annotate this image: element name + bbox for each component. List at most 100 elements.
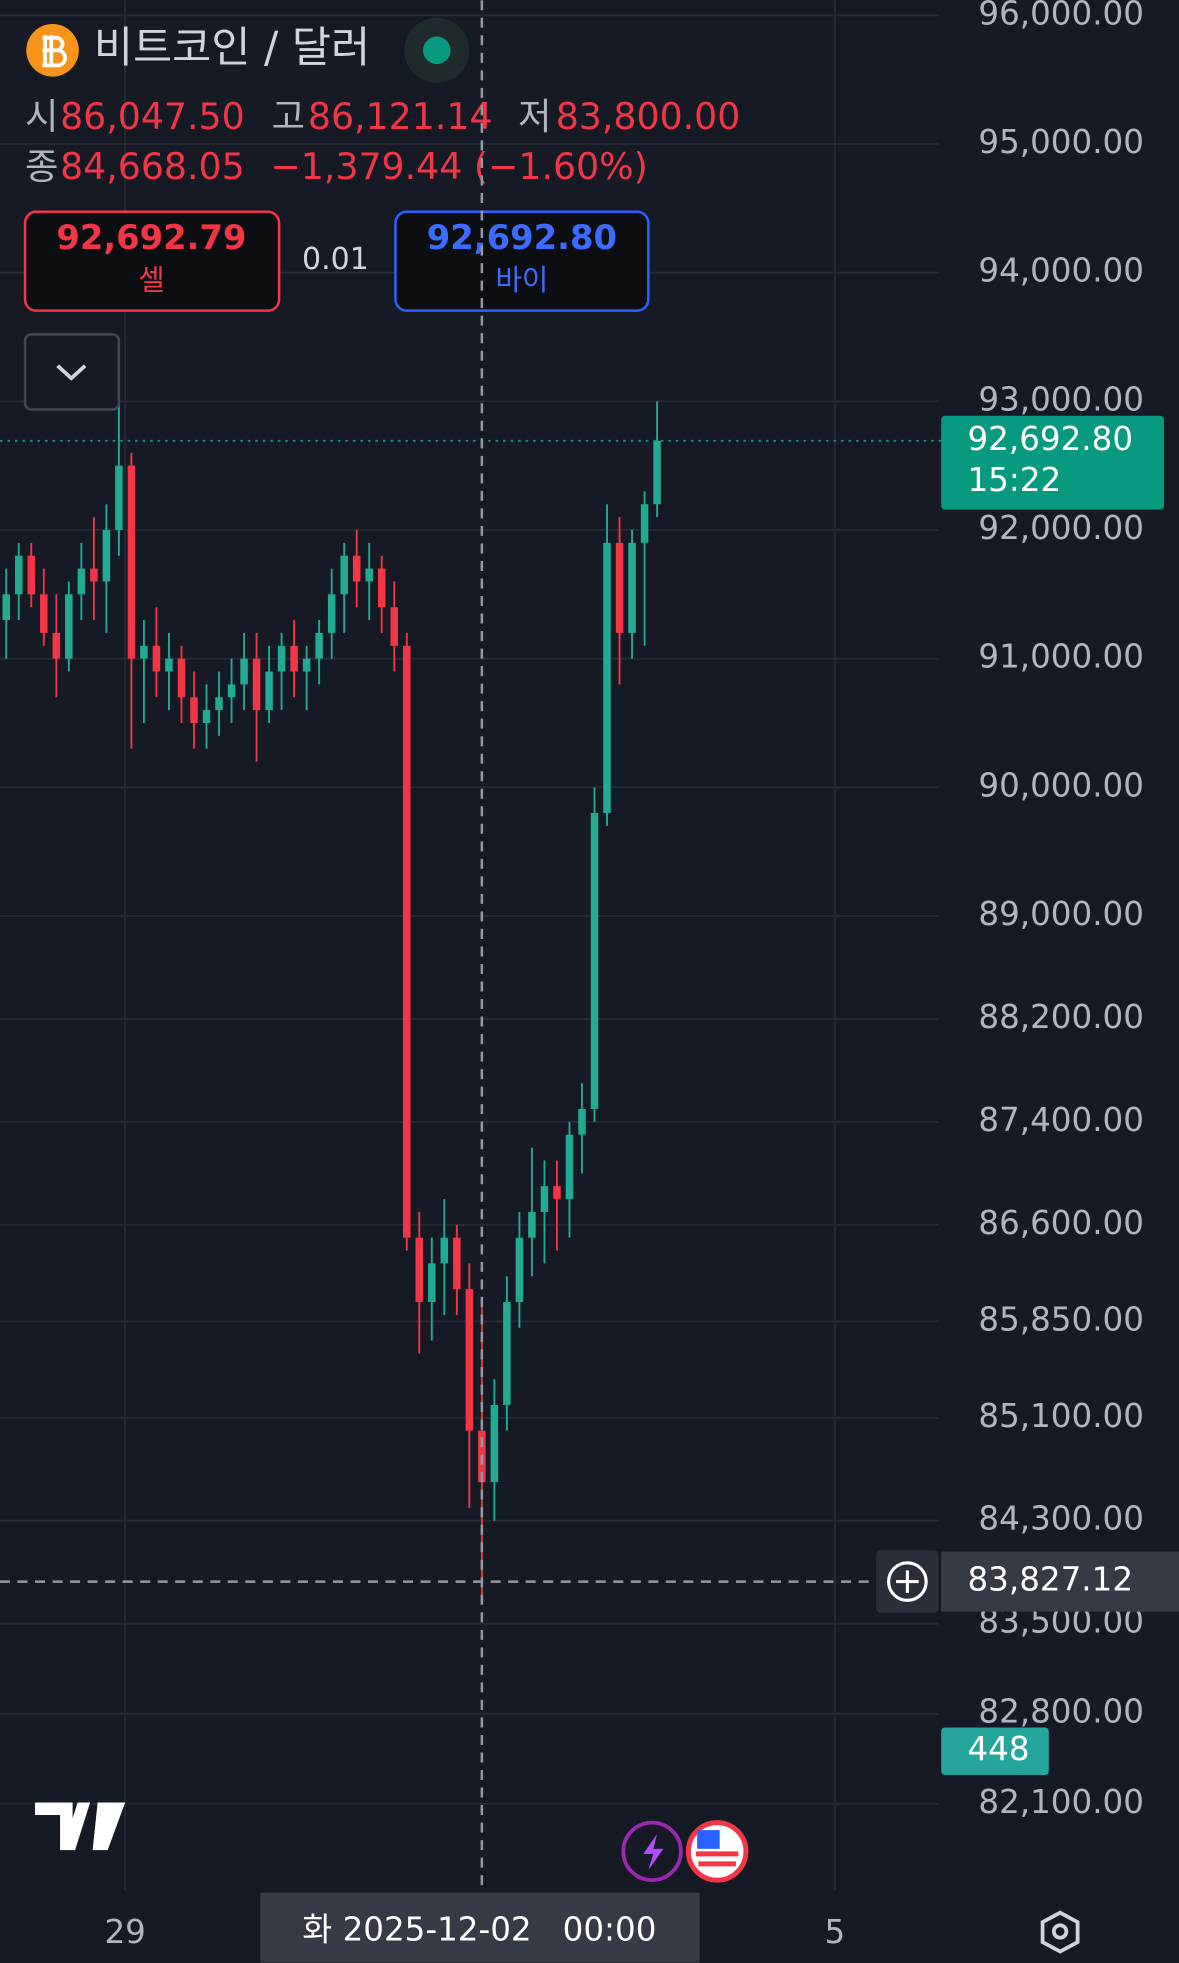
x-tick-label: 5 — [824, 1913, 845, 1951]
change-value: −1,379.44 (−1.60%) — [270, 145, 647, 188]
candle-body — [15, 555, 23, 595]
candle-body — [65, 594, 73, 659]
y-tick-label: 93,000.00 — [978, 380, 1144, 418]
candle-body — [428, 1263, 436, 1303]
y-tick-label: 91,000.00 — [978, 638, 1144, 676]
y-tick-label: 87,400.00 — [978, 1101, 1144, 1139]
candle-body — [202, 710, 211, 723]
candle-body — [102, 529, 111, 582]
candle-body — [240, 658, 248, 685]
candle-body — [40, 594, 48, 633]
high-value: 86,121.14 — [308, 95, 493, 138]
status-dot — [423, 36, 451, 65]
spread: 0.01 — [302, 242, 369, 277]
settings-dot — [1051, 1923, 1069, 1940]
candle-body — [265, 671, 273, 711]
symbol-title[interactable]: 비트코인 / 달러 — [94, 24, 370, 73]
volume-tag — [941, 1727, 1049, 1776]
candle-body — [415, 1237, 424, 1303]
candle-body — [615, 542, 624, 633]
candle-body — [365, 568, 373, 582]
open-label: 시 — [25, 95, 58, 138]
low-label: 저 — [518, 95, 551, 138]
candle-body — [377, 568, 386, 608]
sell-price: 92,692.79 — [56, 218, 246, 257]
last-price-label: 92,692.80 — [967, 420, 1133, 458]
crosshair-price-tag — [941, 1551, 1179, 1612]
sell-label: 셀 — [138, 263, 164, 297]
low-value: 83,800.00 — [556, 95, 741, 138]
candle-body — [177, 658, 186, 698]
candle-body — [578, 1109, 586, 1135]
candle-body — [90, 568, 98, 582]
candle-body — [453, 1237, 461, 1290]
settings-icon[interactable] — [1040, 1910, 1080, 1954]
candle-body — [403, 645, 411, 1238]
crosshair-time-label: 화 2025-12-02 00:00 — [302, 1910, 656, 1948]
candle-body — [215, 697, 223, 711]
candle-body — [503, 1302, 511, 1405]
close-label: 종 — [25, 145, 58, 188]
buy-button[interactable] — [394, 210, 650, 312]
candle-body — [290, 645, 298, 672]
candle-body — [653, 440, 661, 505]
candle-body — [490, 1404, 499, 1483]
add-plus — [896, 1570, 919, 1593]
countdown: 15:22 — [967, 461, 1061, 499]
candle-body — [165, 658, 173, 672]
candle-body — [440, 1237, 449, 1264]
candle-body — [152, 645, 161, 672]
x-tick-label: 29 — [104, 1913, 145, 1951]
candle-body — [315, 632, 323, 659]
candle-body — [603, 542, 611, 814]
bolt — [643, 1833, 664, 1871]
high-label: 고 — [272, 95, 305, 138]
y-tick-label: 92,000.00 — [978, 509, 1144, 547]
chevron — [56, 364, 87, 381]
candle-body — [77, 568, 86, 595]
sell-button[interactable] — [23, 210, 281, 312]
volume-label: 448 — [967, 1730, 1029, 1768]
candle-body — [528, 1211, 536, 1238]
add-icon — [887, 1561, 928, 1602]
candle-body — [628, 542, 636, 633]
candle-body — [127, 465, 136, 659]
collapse-button[interactable] — [23, 333, 121, 411]
y-tick-label: 96,000.00 — [978, 0, 1144, 32]
candle-body — [540, 1186, 549, 1212]
close-value: 84,668.05 — [60, 145, 245, 188]
btc-glyph — [42, 35, 67, 68]
buy-label: 바이 — [495, 263, 548, 297]
tv-logo — [35, 1802, 126, 1851]
y-tick-label: 95,000.00 — [978, 123, 1144, 161]
candle-body — [2, 594, 11, 621]
open-value: 86,047.50 — [60, 95, 245, 138]
candle-body — [190, 697, 198, 723]
y-tick-label: 86,600.00 — [978, 1204, 1144, 1242]
candle-body — [52, 632, 61, 659]
y-tick-label: 88,200.00 — [978, 998, 1144, 1036]
last-price-tag — [941, 415, 1164, 510]
candle-body — [565, 1134, 574, 1200]
candle-body — [327, 594, 336, 633]
y-tick-label: 85,850.00 — [978, 1300, 1144, 1338]
candle-body — [140, 645, 148, 659]
candle-body — [252, 658, 261, 711]
candle-body — [302, 658, 311, 672]
y-tick-label: 94,000.00 — [978, 252, 1144, 290]
candle-body — [115, 465, 123, 530]
y-tick-label: 85,100.00 — [978, 1397, 1144, 1435]
candle-body — [590, 813, 599, 1110]
y-tick-label: 82,800.00 — [978, 1693, 1144, 1731]
candle-body — [515, 1237, 524, 1303]
y-tick-label: 90,000.00 — [978, 766, 1144, 804]
y-tick-label: 89,000.00 — [978, 895, 1144, 933]
candle-body — [465, 1289, 474, 1431]
buy-price: 92,692.80 — [427, 218, 617, 257]
candle-body — [553, 1186, 561, 1200]
candle-body — [227, 684, 236, 698]
flag-canton — [697, 1830, 720, 1849]
